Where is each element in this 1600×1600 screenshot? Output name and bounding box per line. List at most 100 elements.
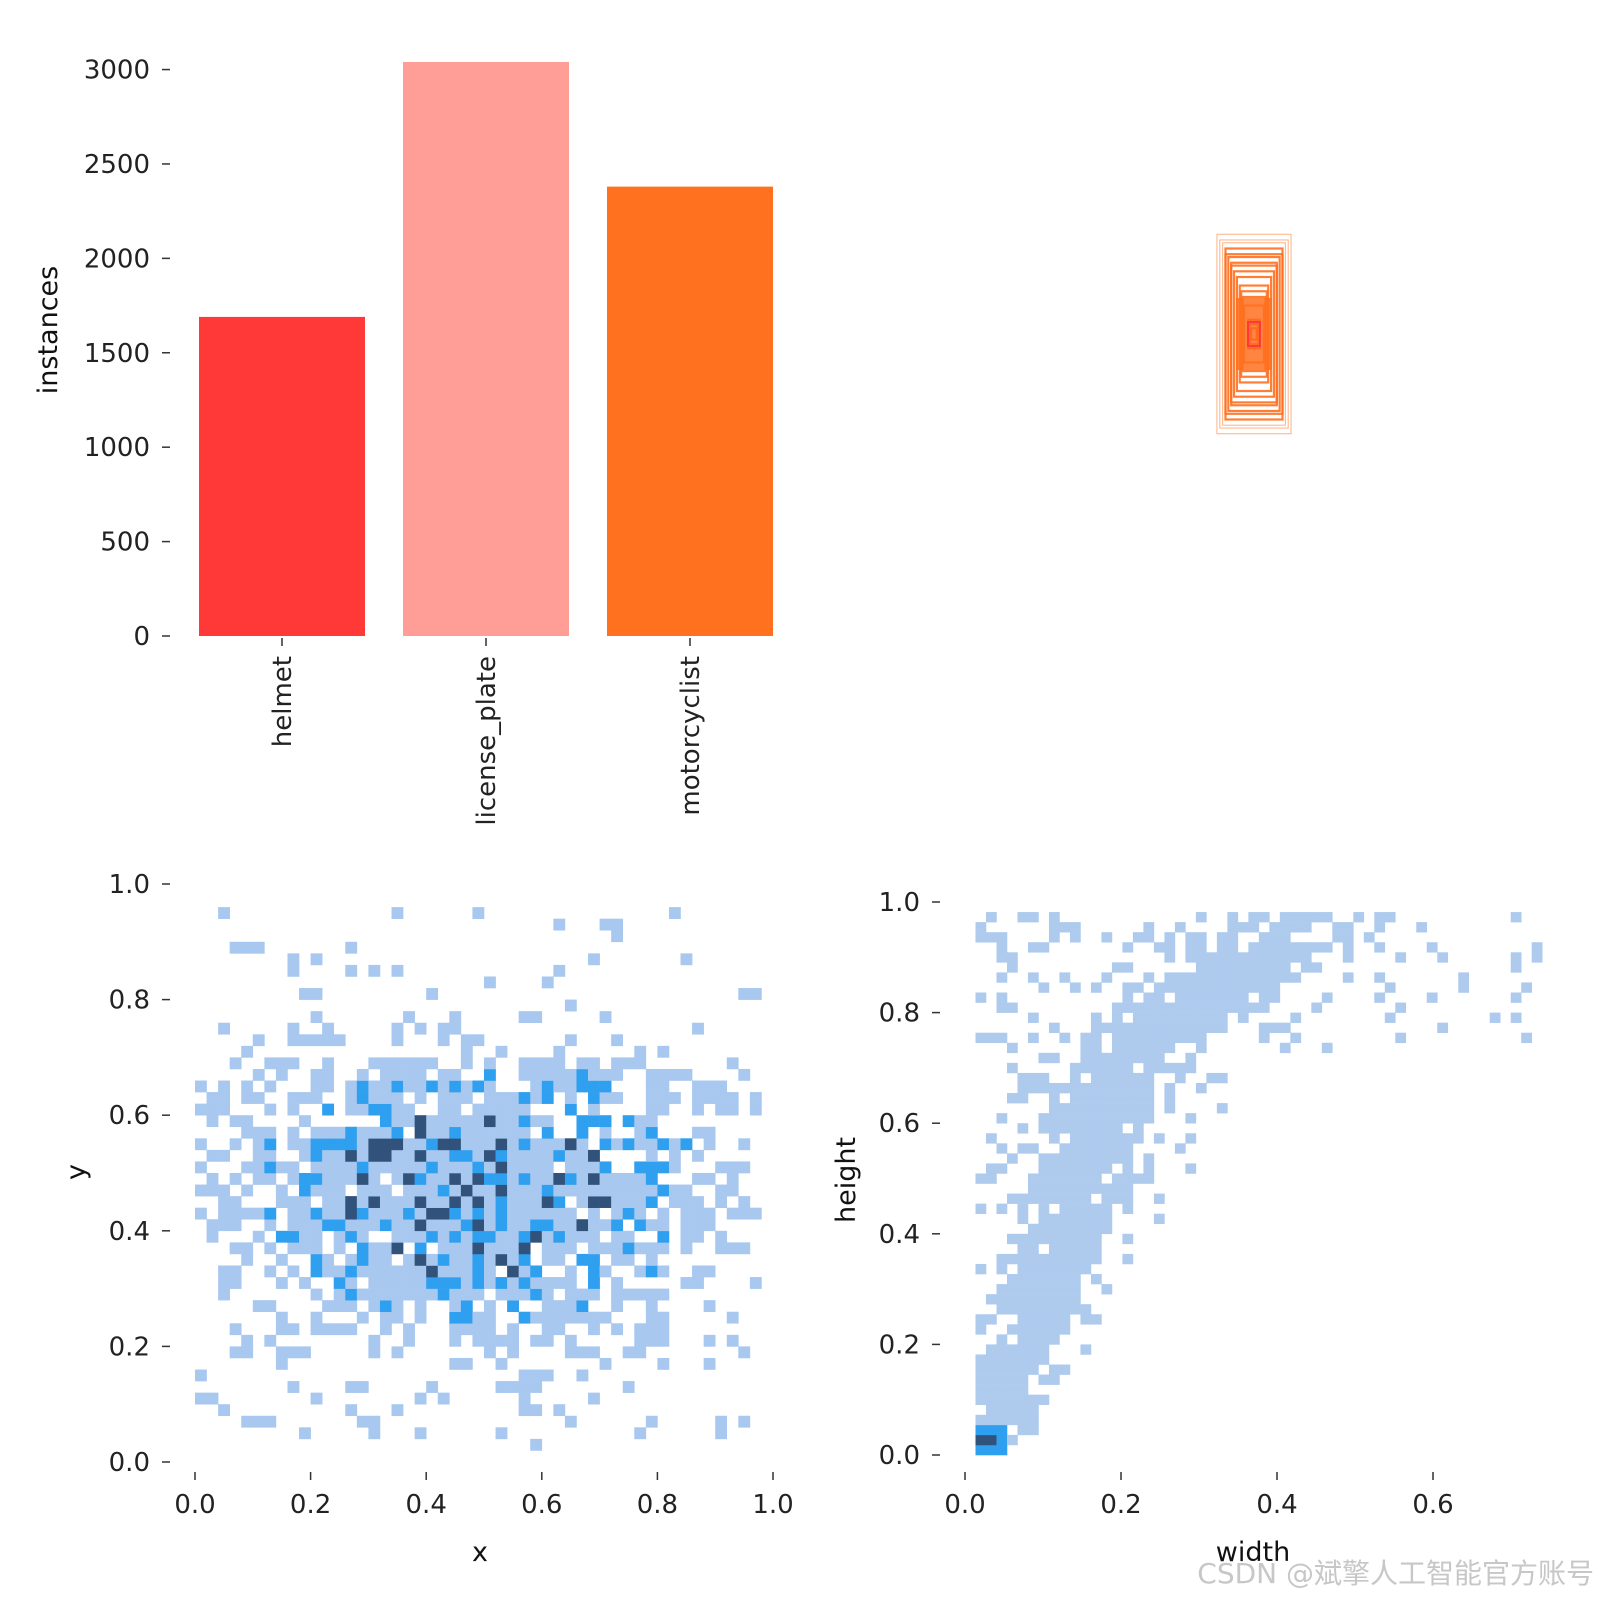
wh-heatmap-cell: [1101, 1213, 1113, 1225]
xy-heatmap-cell: [414, 1022, 427, 1035]
xy-heatmap-cell: [484, 1219, 496, 1232]
xy-heatmap-cell: [437, 1207, 450, 1220]
xy-heatmap-cell: [195, 1138, 207, 1151]
xy-heatmap-cell: [449, 1103, 462, 1116]
xy-heatmap-cell: [622, 1288, 635, 1301]
xy-heatmap-cell: [599, 1092, 612, 1104]
xy-heatmap-cell: [576, 1369, 589, 1382]
wh-heatmap-cell: [1132, 1103, 1144, 1114]
xy-heatmap-cell: [414, 1173, 427, 1185]
xy-heatmap-cell: [241, 941, 254, 954]
xy-heatmap-cell: [484, 1149, 496, 1162]
wh-heatmap-cell: [1027, 942, 1039, 953]
xy-heatmap-cell: [437, 1253, 450, 1266]
wh-heatmap-cell: [1279, 922, 1291, 933]
xy-heatmap-cell: [426, 1265, 439, 1278]
xy-heatmap-cell: [299, 1173, 311, 1185]
xy-heatmap-cell: [692, 1196, 704, 1208]
xy-heatmap-cell: [322, 1207, 335, 1220]
xy-heatmap-cell: [391, 1311, 404, 1324]
xy-heatmap-cell: [252, 1138, 265, 1151]
xy-heatmap-cell: [310, 988, 323, 1000]
wh-heatmap-cell: [996, 1344, 1008, 1355]
xy-heatmap-cell: [333, 1277, 346, 1289]
xy-heatmap-cell: [599, 1357, 612, 1370]
wh-heatmap-cell: [1090, 1163, 1102, 1174]
wh-heatmap-cell: [1521, 1032, 1533, 1044]
wh-heatmap-cell: [1174, 1012, 1186, 1023]
xy-heatmap-cell: [507, 1242, 519, 1255]
wh-heatmap-cell: [1174, 1022, 1186, 1034]
wh-heatmap-cell: [1027, 1012, 1039, 1023]
wh-heatmap-cell: [1059, 1314, 1071, 1325]
xy-heatmap-cell: [437, 1173, 450, 1185]
xy-heatmap-cell: [588, 1346, 600, 1359]
xy-heatmap-cell: [229, 1057, 242, 1070]
xy-heatmap-cell: [310, 1219, 323, 1232]
xy-heatmap-cell: [426, 1219, 439, 1232]
xy-heatmap-cell: [495, 1173, 508, 1185]
wh-heatmap-cell: [1269, 952, 1281, 963]
wh-heatmap-cell: [1122, 1062, 1134, 1074]
xy-y-tick-label: 0.4: [109, 1217, 150, 1247]
xy-heatmap-cell: [507, 1103, 519, 1116]
xy-heatmap-cell: [241, 1045, 254, 1058]
xy-heatmap-cell: [414, 1138, 427, 1151]
xy-x-tick-label: 0.4: [406, 1490, 447, 1520]
xy-heatmap-cell: [495, 1334, 508, 1347]
xy-heatmap-cell: [634, 1173, 647, 1185]
xy-heatmap-cell: [599, 1173, 612, 1185]
xy-heatmap-cell: [645, 1253, 658, 1266]
xy-heatmap-cell: [460, 1196, 473, 1208]
wh-heatmap-cell: [975, 1354, 987, 1365]
wh-heatmap-cell: [1269, 1022, 1281, 1034]
xy-heatmap-cell: [218, 1404, 230, 1417]
xy-heatmap-cell: [414, 1161, 427, 1174]
wh-heatmap-cell: [1027, 1233, 1039, 1245]
xy-heatmap-cell: [484, 1068, 496, 1081]
xy-heatmap-cell: [553, 1184, 566, 1197]
wh-heatmap-cell: [1531, 952, 1543, 963]
bar-helmet: [199, 316, 365, 636]
xy-heatmap-cell: [645, 1092, 658, 1104]
wh-heatmap-cell: [1164, 972, 1176, 983]
xy-heatmap-cell: [414, 1427, 427, 1440]
wh-heatmap-cell: [1038, 1223, 1050, 1235]
wh-heatmap-cell: [1090, 1103, 1102, 1114]
xy-heatmap-cell: [403, 1138, 415, 1151]
wh-heatmap-cell: [1143, 1032, 1155, 1044]
wh-heatmap-cell: [1290, 1012, 1302, 1023]
xy-heatmap-cell: [668, 1161, 681, 1174]
wh-heatmap-cell: [1090, 1223, 1102, 1235]
xy-heatmap-cell: [507, 1230, 519, 1243]
xy-heatmap-cell: [229, 1219, 242, 1232]
xy-heatmap-cell: [299, 1346, 311, 1359]
box-core: [1236, 298, 1272, 370]
wh-heatmap-cell: [1048, 1103, 1060, 1114]
xy-heatmap-cell: [576, 1311, 589, 1324]
xy-heatmap-cell: [599, 918, 612, 931]
xy-heatmap-cell: [576, 1253, 589, 1266]
xy-heatmap-cell: [541, 1196, 554, 1208]
wh-heatmap-cell: [1426, 942, 1438, 953]
xy-heatmap-cell: [218, 1265, 230, 1278]
xy-heatmap-cell: [379, 1288, 392, 1301]
wh-heatmap-cell: [1321, 942, 1333, 953]
wh-heatmap-cell: [1090, 1133, 1102, 1144]
wh-heatmap-cell: [1027, 1032, 1039, 1044]
xy-heatmap-cell: [368, 1173, 381, 1185]
xy-heatmap-cell: [657, 1184, 670, 1197]
xy-heatmap-cell: [657, 1219, 670, 1232]
wh-heatmap-cell: [1111, 1012, 1123, 1023]
xy-heatmap-cell: [472, 1277, 485, 1289]
xy-heatmap-cell: [275, 1068, 288, 1081]
xy-heatmap-cell: [368, 1253, 381, 1266]
wh-heatmap-cell: [985, 1434, 997, 1446]
xy-heatmap-cell: [299, 1427, 311, 1440]
xy-y-tick-label: 0.8: [109, 986, 150, 1016]
wh-heatmap-cell: [1132, 982, 1144, 993]
wh-heatmap-cell: [1227, 952, 1239, 963]
wh-heatmap-cell: [1006, 1324, 1018, 1335]
xy-heatmap-cell: [379, 1184, 392, 1197]
wh-heatmap-cell: [1101, 972, 1113, 983]
